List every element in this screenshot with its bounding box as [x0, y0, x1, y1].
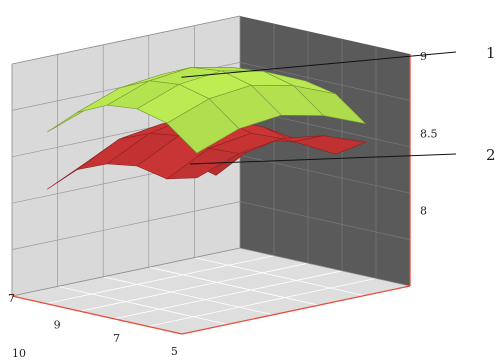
z-tick-label: 8 [420, 205, 427, 218]
z-tick-label: 8.5 [420, 127, 438, 140]
surface-1 [47, 66, 367, 154]
axis-layer: 7 10 9 7 5 9 8.5 8 [8, 50, 438, 360]
floor-gridline [148, 266, 319, 306]
floor-gridline [194, 257, 365, 296]
axis-edge [11, 295, 183, 335]
axis-edge [181, 285, 411, 335]
floor-gridline [79, 262, 309, 312]
surface-1-facet [166, 98, 240, 154]
floor [12, 248, 410, 334]
callout-label-1: 1 [486, 44, 496, 62]
chart-walls [11, 15, 411, 334]
right-wall-gridline [239, 62, 411, 101]
callout-label-2: 2 [486, 146, 496, 164]
callout-line-1 [181, 51, 457, 78]
box-edge [239, 247, 411, 287]
z-tick-label: 9 [420, 50, 427, 63]
floor-gridline [45, 255, 275, 304]
right-wall-gridline [239, 201, 411, 240]
floor-gridline [113, 270, 343, 320]
y-tick-label: 5 [171, 345, 178, 358]
x-tick-label: 7 [8, 292, 15, 305]
back-wall-gridline [11, 201, 241, 250]
box-edge [11, 15, 241, 65]
box-edge [11, 247, 241, 297]
floor-gridline [147, 278, 377, 327]
y-tick-label: 7 [113, 332, 120, 345]
x-tick-label: 10 [12, 347, 26, 360]
floor-gridline [103, 276, 274, 316]
y-tick-label: 9 [54, 319, 61, 332]
floor-gridline [57, 286, 228, 325]
callout-layer: 12 [181, 44, 496, 165]
callout-line-2 [189, 153, 457, 165]
